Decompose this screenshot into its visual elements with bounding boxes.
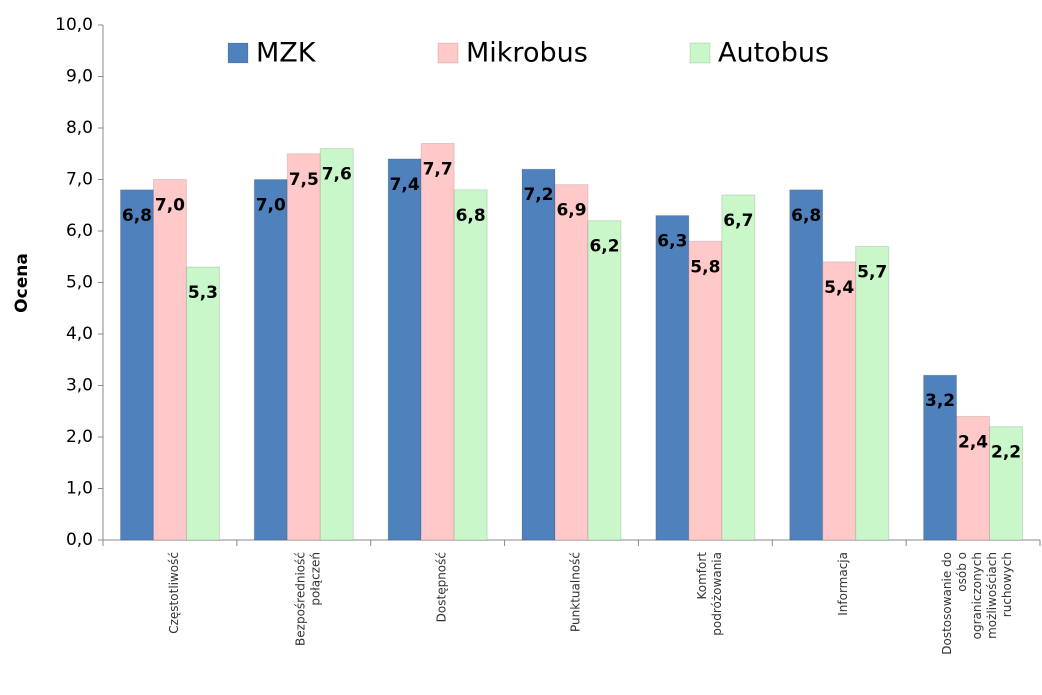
y-tick-label: 4,0 <box>66 324 93 344</box>
value-label: 5,8 <box>690 257 720 277</box>
value-label: 6,3 <box>657 232 687 252</box>
y-tick-label: 3,0 <box>66 376 93 396</box>
y-tick-label: 7,0 <box>66 170 93 190</box>
y-tick-label: 6,0 <box>66 221 93 241</box>
x-tick-label: Częstotliwość <box>166 552 180 634</box>
bar <box>855 245 890 541</box>
value-label: 5,4 <box>824 278 854 298</box>
legend-label: Mikrobus <box>466 38 588 69</box>
legend-swatch <box>227 42 249 64</box>
bar <box>420 142 455 541</box>
y-tick-label: 2,0 <box>66 427 93 447</box>
x-tick-label: Komfortpodróżowania <box>694 552 723 636</box>
value-label: 6,7 <box>723 211 753 231</box>
value-label: 6,8 <box>456 206 486 226</box>
bar <box>554 184 589 541</box>
bar <box>152 179 187 541</box>
legend-swatch <box>437 42 459 64</box>
bar <box>387 158 422 541</box>
x-tick-label: Dostępność <box>434 552 448 622</box>
value-label: 6,2 <box>589 237 619 257</box>
bar <box>253 179 288 541</box>
bar <box>989 426 1024 541</box>
value-label: 7,4 <box>390 175 420 195</box>
legend-label: Autobus <box>718 38 829 69</box>
value-label: 7,5 <box>289 170 319 190</box>
bar <box>185 266 220 541</box>
x-tick-label: Informacja <box>836 552 850 616</box>
y-tick-label: 1,0 <box>66 479 93 499</box>
y-tick-label: 9,0 <box>66 67 93 87</box>
value-label: 7,7 <box>423 159 453 179</box>
x-tick-label: Punktualność <box>568 552 582 632</box>
legend-swatch <box>689 42 711 64</box>
bar <box>688 240 723 541</box>
y-tick-label: 0,0 <box>66 530 93 550</box>
bar <box>721 194 756 541</box>
value-label: 6,9 <box>556 201 586 221</box>
value-label: 7,0 <box>256 196 286 216</box>
y-tick-label: 8,0 <box>66 118 93 138</box>
x-tick-label: Dostosowanie doosób oograniczonychmożliw… <box>940 552 1014 655</box>
value-label: 6,8 <box>122 206 152 226</box>
bar <box>655 215 690 541</box>
value-label: 7,6 <box>322 165 352 185</box>
y-tick-label: 5,0 <box>66 273 93 293</box>
bar <box>587 220 622 541</box>
bar <box>286 153 321 541</box>
value-label: 7,2 <box>523 185 553 205</box>
y-axis-label: Ocena <box>12 253 32 313</box>
legend-label: MZK <box>256 38 317 69</box>
bar <box>789 189 824 541</box>
bar <box>521 168 556 541</box>
x-tick-label: Bezpośredniośćpołączeń <box>293 552 322 646</box>
value-label: 5,3 <box>188 283 218 303</box>
bar <box>119 189 154 541</box>
value-label: 5,7 <box>857 262 887 282</box>
bar <box>822 261 857 541</box>
value-label: 2,4 <box>958 432 988 452</box>
bar <box>453 189 488 541</box>
value-label: 2,2 <box>991 443 1021 463</box>
bar <box>319 148 354 541</box>
value-label: 7,0 <box>155 196 185 216</box>
y-tick-label: 10,0 <box>55 15 93 35</box>
value-label: 6,8 <box>791 206 821 226</box>
value-label: 3,2 <box>925 391 955 411</box>
